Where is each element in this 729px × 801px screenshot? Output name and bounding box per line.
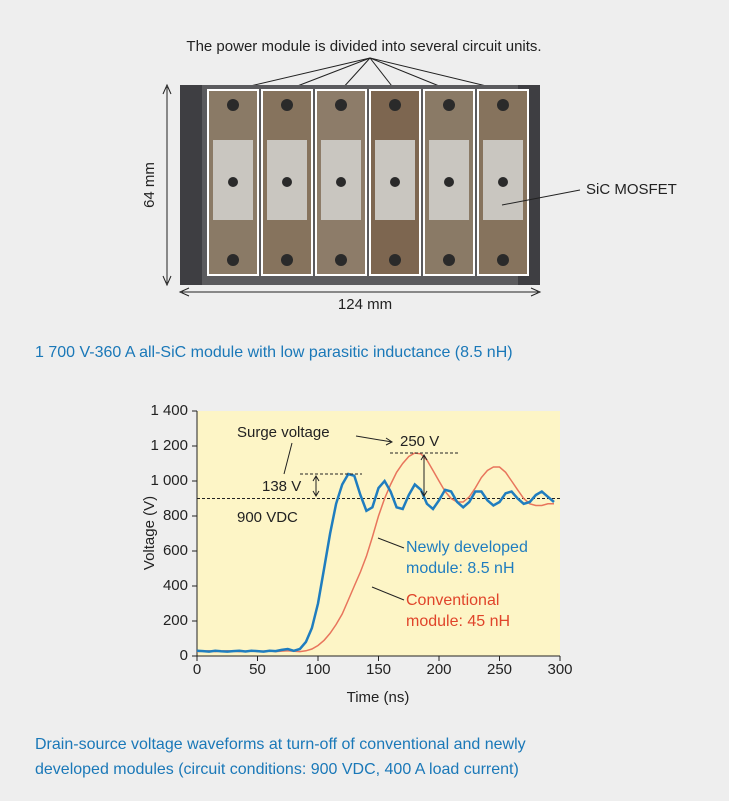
x-tick-label: 250 — [487, 661, 512, 678]
width-label: 124 mm — [338, 296, 392, 313]
photo-caption: 1 700 V-360 A all-SiC module with low pa… — [35, 344, 513, 361]
annotation: Surge voltage — [237, 424, 330, 441]
series-label: Newly developed module: 8.5 nH — [406, 537, 556, 579]
y-axis-label: Voltage (V) — [141, 496, 158, 570]
y-tick-label: 1 000 — [150, 472, 188, 489]
y-tick-label: 0 — [180, 647, 188, 664]
x-tick-label: 200 — [426, 661, 451, 678]
x-tick-label: 100 — [305, 661, 330, 678]
x-tick-label: 150 — [366, 661, 391, 678]
y-tick-label: 200 — [163, 612, 188, 629]
x-tick-label: 50 — [249, 661, 266, 678]
x-tick-label: 0 — [193, 661, 201, 678]
photo-heading: The power module is divided into several… — [186, 38, 541, 55]
reference-label: 900 VDC — [237, 509, 298, 526]
component-label: SiC MOSFET — [586, 181, 677, 198]
figure: The power module is divided into several… — [0, 0, 729, 801]
x-axis-label: Time (ns) — [347, 689, 410, 706]
annotation: 250 V — [400, 433, 439, 450]
y-tick-label: 1 400 — [150, 402, 188, 419]
series-label: Conventional module: 45 nH — [406, 590, 531, 632]
height-label: 64 mm — [141, 162, 158, 208]
x-tick-label: 300 — [547, 661, 572, 678]
y-tick-label: 400 — [163, 577, 188, 594]
annotation: 138 V — [262, 478, 301, 495]
chart-caption: developed modules (circuit conditions: 9… — [35, 757, 519, 782]
chart-caption: Drain-source voltage waveforms at turn-o… — [35, 732, 526, 757]
y-tick-label: 800 — [163, 507, 188, 524]
module-edge — [180, 85, 202, 285]
page: The power module is divided into several… — [0, 0, 729, 801]
y-tick-label: 1 200 — [150, 437, 188, 454]
y-tick-label: 600 — [163, 542, 188, 559]
